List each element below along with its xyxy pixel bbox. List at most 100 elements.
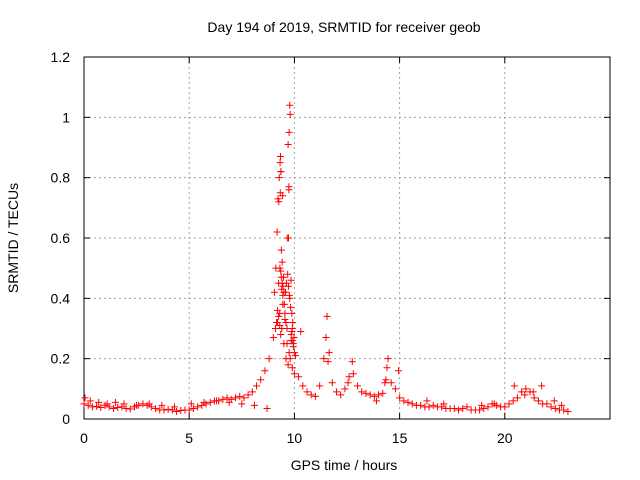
data-point xyxy=(307,391,315,399)
data-point xyxy=(231,394,239,402)
data-point xyxy=(282,318,290,326)
data-point xyxy=(95,398,103,406)
data-point xyxy=(286,110,294,118)
data-point xyxy=(529,388,537,396)
data-point xyxy=(379,389,387,397)
data-point xyxy=(510,382,518,390)
data-point xyxy=(126,405,134,413)
data-point xyxy=(501,403,509,411)
data-point xyxy=(551,404,559,412)
data-point xyxy=(396,394,404,402)
data-point xyxy=(213,397,221,405)
data-point xyxy=(86,397,94,405)
data-point xyxy=(289,318,297,326)
x-tick-label: 15 xyxy=(392,430,408,446)
data-point xyxy=(408,400,416,408)
axes xyxy=(83,56,611,420)
data-point xyxy=(114,404,122,412)
plot-frame xyxy=(83,56,611,420)
x-tick-label: 0 xyxy=(80,430,88,446)
data-point xyxy=(417,401,425,409)
data-point xyxy=(341,385,349,393)
data-point xyxy=(286,355,294,363)
data-point xyxy=(257,376,265,384)
data-point xyxy=(303,388,311,396)
data-point xyxy=(284,270,292,278)
data-point xyxy=(387,379,395,387)
data-point xyxy=(120,400,128,408)
data-point xyxy=(366,391,374,399)
data-point xyxy=(285,128,293,136)
data-point xyxy=(122,404,130,412)
data-point xyxy=(311,392,319,400)
data-point xyxy=(238,400,246,408)
data-point xyxy=(550,397,558,405)
data-point xyxy=(273,228,281,236)
data-point xyxy=(277,153,285,161)
x-axis-label: GPS time / hours xyxy=(291,457,398,473)
y-tick-label: 1.2 xyxy=(51,49,71,65)
data-point xyxy=(173,407,181,415)
data-point xyxy=(103,400,111,408)
data-point xyxy=(97,404,105,412)
data-point xyxy=(219,395,227,403)
data-point xyxy=(112,398,120,406)
data-point xyxy=(362,389,370,397)
data-point xyxy=(450,404,458,412)
data-point xyxy=(345,373,353,381)
data-point xyxy=(299,382,307,390)
data-point xyxy=(322,334,330,342)
data-point xyxy=(558,401,566,409)
data-point xyxy=(429,401,437,409)
data-point xyxy=(288,364,296,372)
data-point xyxy=(189,404,197,412)
y-tick-label: 0 xyxy=(62,411,70,427)
data-point xyxy=(547,403,555,411)
grid-lines xyxy=(84,57,610,419)
x-tick-label: 20 xyxy=(497,430,513,446)
data-point xyxy=(521,391,529,399)
data-point xyxy=(276,189,284,197)
data-point xyxy=(291,352,299,360)
data-point xyxy=(248,388,256,396)
data-point xyxy=(476,406,484,414)
data-point xyxy=(133,401,141,409)
x-tick-label: 10 xyxy=(287,430,303,446)
data-point xyxy=(200,398,208,406)
data-point xyxy=(348,358,356,366)
data-point xyxy=(80,400,88,408)
data-point xyxy=(522,385,530,393)
data-point xyxy=(285,234,293,242)
data-point xyxy=(288,309,296,317)
chart-title: Day 194 of 2019, SRMTID for receiver geo… xyxy=(207,19,480,35)
data-point xyxy=(375,391,383,399)
data-point xyxy=(280,300,288,308)
data-point xyxy=(84,401,92,409)
data-point xyxy=(538,382,546,390)
data-point xyxy=(277,331,285,339)
data-point xyxy=(354,382,362,390)
tick-labels: 0 0.2 0.4 0.6 0.8 1 1.2 0 5 10 15 20 xyxy=(51,49,513,446)
data-point xyxy=(81,394,89,402)
data-point xyxy=(277,273,285,281)
data-point xyxy=(513,394,521,402)
data-point xyxy=(273,318,281,326)
data-point xyxy=(170,403,178,411)
y-tick-label: 0.8 xyxy=(51,170,71,186)
data-point xyxy=(440,400,448,408)
data-point xyxy=(381,379,389,387)
data-point xyxy=(286,101,294,109)
data-point xyxy=(283,340,291,348)
data-point xyxy=(277,267,285,275)
data-point xyxy=(278,258,286,266)
data-point xyxy=(275,198,283,206)
data-point xyxy=(250,401,258,409)
data-point xyxy=(236,392,244,400)
y-tick-label: 1 xyxy=(62,109,70,125)
data-point xyxy=(404,398,412,406)
data-point xyxy=(275,312,283,320)
data-point xyxy=(276,321,284,329)
data-point xyxy=(277,168,285,176)
y-tick-label: 0.6 xyxy=(51,230,71,246)
